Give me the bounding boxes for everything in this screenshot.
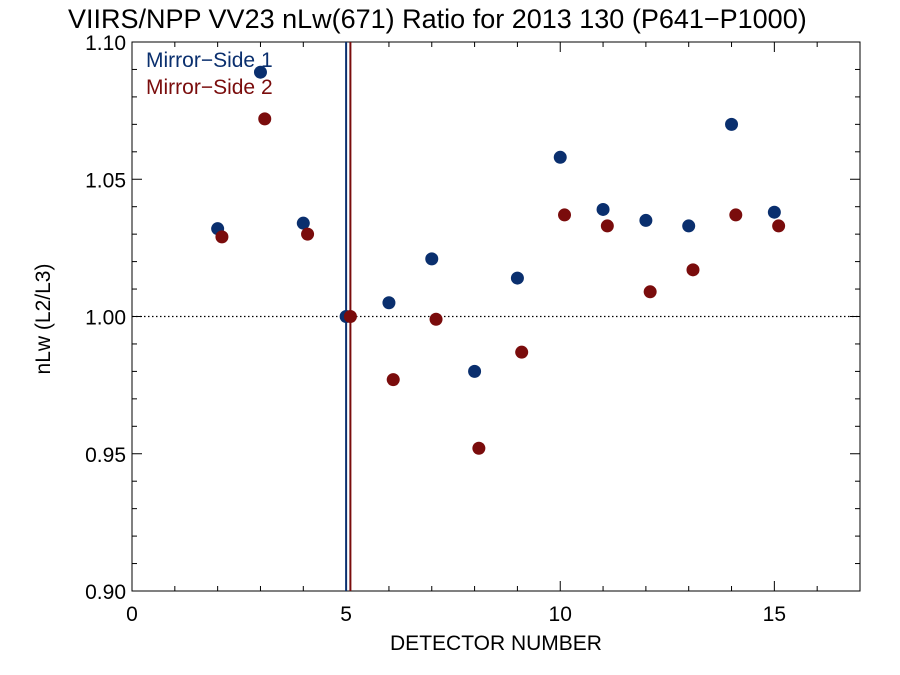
x-axis-label: DETECTOR NUMBER — [390, 632, 602, 655]
mirror-side-2-point — [258, 112, 272, 126]
y-tick-label: 1.00 — [85, 307, 126, 330]
mirror-side-1-point — [725, 117, 739, 131]
mirror-side-2-point — [429, 312, 443, 326]
mirror-side-1-point — [596, 202, 610, 216]
mirror-side-1-point — [767, 205, 781, 219]
y-tick-label: 0.95 — [85, 444, 126, 467]
mirror-side-1-point — [253, 65, 267, 79]
x-tick-label: 10 — [549, 603, 572, 626]
mirror-side-1-point — [468, 364, 482, 378]
chart-title: VIIRS/NPP VV23 nLw(671) Ratio for 2013 1… — [68, 4, 807, 34]
mirror-side-2-point — [558, 208, 572, 222]
legend-entry-mirror-side-2: Mirror−Side 2 — [146, 76, 273, 99]
mirror-side-2-point — [215, 230, 229, 244]
mirror-side-1-point — [425, 252, 439, 266]
mirror-side-1-point — [296, 216, 310, 230]
mirror-side-2-point — [772, 219, 786, 233]
mirror-side-2-point — [686, 263, 700, 277]
x-tick-label: 5 — [340, 603, 352, 626]
mirror-side-2-point — [386, 373, 400, 387]
mirror-side-1-point — [682, 219, 696, 233]
mirror-side-2-point — [600, 219, 614, 233]
legend-entry-mirror-side-1: Mirror−Side 1 — [146, 49, 273, 72]
legend: Mirror−Side 1 Mirror−Side 2 — [146, 49, 273, 99]
mirror-side-1-point — [382, 296, 396, 310]
data-points — [211, 65, 786, 455]
mirror-side-2-point — [729, 208, 743, 222]
mirror-side-1-point — [639, 213, 653, 227]
mirror-side-2-point — [472, 441, 486, 455]
mirror-side-2-point — [515, 345, 529, 359]
y-axis-label: nLw (L2/L3) — [32, 264, 55, 375]
x-tick-label: 0 — [126, 603, 138, 626]
y-tick-label: 1.10 — [85, 32, 126, 55]
mirror-side-1-point — [510, 271, 524, 285]
mirror-side-1-point — [553, 150, 567, 164]
tick-labels: 0 5 10 15 0.90 0.95 1.00 1.05 1.10 — [85, 32, 786, 626]
y-tick-label: 1.05 — [85, 169, 126, 192]
mirror-side-2-point — [301, 227, 315, 241]
mirror-side-2-point — [643, 285, 657, 299]
x-tick-label: 15 — [763, 603, 786, 626]
mirror-side-2-point — [343, 310, 357, 323]
y-tick-label: 0.90 — [85, 581, 126, 604]
